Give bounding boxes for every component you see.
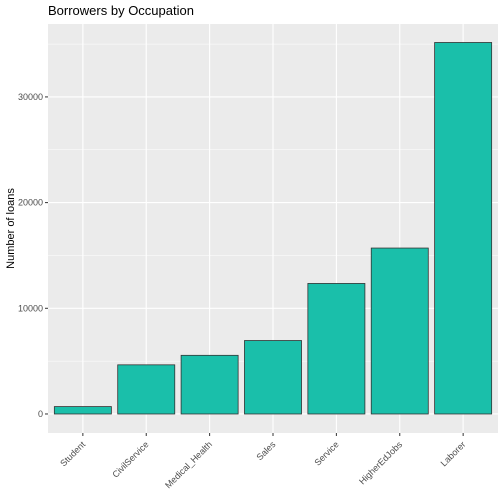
x-axis: Student CivilService Medical_Health Sales Se… (58, 433, 468, 490)
bar-student (53, 406, 112, 415)
x-tick-label: Service (312, 439, 340, 467)
y-tick-label: 20000 (18, 198, 43, 208)
bar-medical-health (180, 354, 239, 415)
bar-laborer (434, 42, 493, 415)
x-tick-label: Laborer (439, 439, 468, 468)
y-tick-label: 30000 (18, 92, 43, 102)
x-tick-label: HigherEdJobs (357, 439, 404, 486)
bar-civilservice (117, 364, 176, 415)
bar-service (307, 283, 366, 415)
x-tick-label: Medical_Health (163, 439, 214, 490)
bars (53, 42, 493, 415)
x-tick-label: Student (58, 439, 87, 468)
bar-sales (244, 340, 302, 415)
y-tick-label: 10000 (18, 303, 43, 313)
y-axis: 0 10000 20000 30000 (18, 92, 48, 419)
y-tick-label: 0 (38, 409, 43, 419)
y-axis-title: Number of loans (5, 188, 17, 269)
x-tick-label: CivilService (110, 439, 150, 479)
x-tick-label: Sales (254, 439, 277, 462)
bar-higheredjobs (370, 247, 429, 415)
chart-title: Borrowers by Occupation (48, 3, 194, 18)
